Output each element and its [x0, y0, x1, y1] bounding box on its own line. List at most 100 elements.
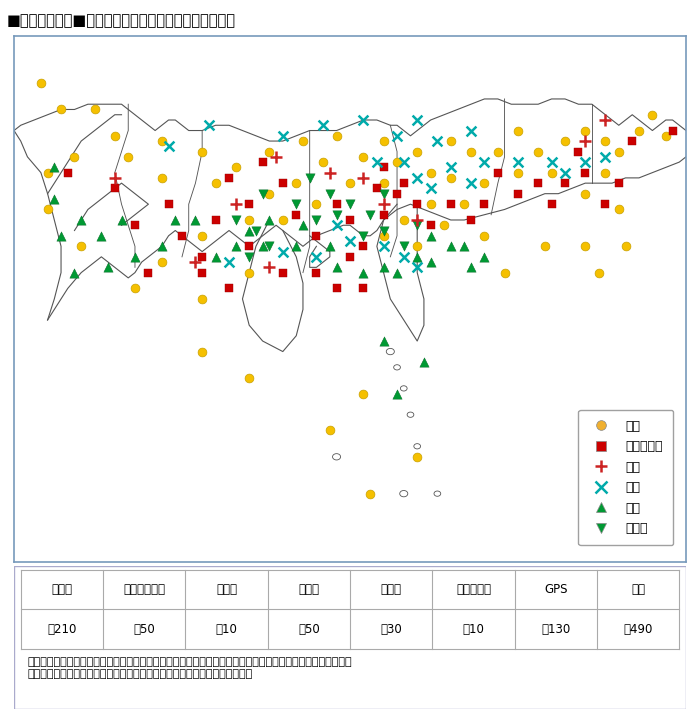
- Point: [311, 214, 322, 226]
- Point: [210, 178, 221, 189]
- Text: 約50: 約50: [133, 622, 155, 636]
- Point: [499, 267, 510, 279]
- Point: [264, 188, 275, 200]
- Point: [244, 225, 255, 236]
- Point: [378, 230, 389, 241]
- Point: [290, 241, 302, 252]
- Point: [176, 230, 188, 241]
- Point: [573, 146, 584, 158]
- Point: [230, 241, 241, 252]
- Point: [358, 241, 369, 252]
- Point: [244, 251, 255, 263]
- Point: [365, 488, 376, 499]
- Point: [412, 251, 423, 263]
- Point: [156, 135, 167, 147]
- Point: [264, 261, 275, 273]
- Text: 検潮計: 検潮計: [381, 583, 402, 596]
- Point: [358, 172, 369, 183]
- Point: [251, 225, 262, 236]
- Point: [378, 178, 389, 189]
- Point: [593, 267, 604, 279]
- Point: [69, 151, 80, 163]
- Point: [109, 172, 120, 183]
- Point: [580, 125, 591, 136]
- Point: [203, 120, 214, 131]
- Point: [324, 167, 335, 178]
- Point: [277, 178, 288, 189]
- Point: [378, 198, 389, 210]
- Point: [391, 188, 402, 200]
- Point: [425, 220, 436, 231]
- Point: [324, 241, 335, 252]
- Point: [277, 246, 288, 257]
- Point: [412, 146, 423, 158]
- Text: 地殻岩石歪計: 地殻岩石歪計: [123, 583, 165, 596]
- Point: [190, 214, 201, 226]
- Point: [613, 146, 624, 158]
- Point: [318, 156, 329, 168]
- Point: [378, 209, 389, 221]
- Point: [42, 204, 53, 216]
- Point: [156, 172, 167, 183]
- Text: 約130: 約130: [541, 622, 570, 636]
- Point: [156, 241, 167, 252]
- Point: [613, 204, 624, 216]
- Point: [600, 151, 611, 163]
- Point: [425, 230, 436, 241]
- Point: [412, 261, 423, 273]
- Point: [331, 209, 342, 221]
- Point: [425, 183, 436, 194]
- Point: [344, 198, 356, 210]
- Text: 地下水位計: 地下水位計: [456, 583, 491, 596]
- Point: [466, 178, 477, 189]
- Point: [512, 188, 524, 200]
- Point: [378, 335, 389, 347]
- Point: [492, 167, 503, 178]
- Point: [378, 162, 389, 173]
- Point: [580, 241, 591, 252]
- Point: [479, 198, 490, 210]
- Point: [230, 198, 241, 210]
- Point: [277, 267, 288, 279]
- Point: [257, 156, 268, 168]
- Text: （注）東海地域等で発生した地震の監視は，当該地域内だけでなく当該地域外に設置されている地震計も利用
　　しており，その数は地震の規模によって異なるため概数で示し: （注）東海地域等で発生した地震の監視は，当該地域内だけでなく当該地域外に設置され…: [27, 657, 352, 679]
- Legend: 地震, 地殻岩石歪, 伸縮, 傾斜, 検潮, 地下水: 地震, 地殻岩石歪, 伸縮, 傾斜, 検潮, 地下水: [578, 410, 673, 546]
- Point: [660, 130, 671, 142]
- Point: [600, 198, 611, 210]
- Text: 傾斜計: 傾斜計: [298, 583, 319, 596]
- Point: [620, 241, 631, 252]
- Point: [264, 214, 275, 226]
- Point: [412, 172, 423, 183]
- Point: [55, 104, 66, 115]
- Point: [344, 236, 356, 247]
- Point: [425, 167, 436, 178]
- Point: [163, 198, 174, 210]
- Point: [559, 178, 570, 189]
- Point: [580, 156, 591, 168]
- Point: [122, 151, 134, 163]
- Point: [223, 256, 235, 268]
- Point: [365, 209, 376, 221]
- Point: [667, 125, 678, 136]
- Point: [398, 241, 409, 252]
- Point: [35, 77, 46, 89]
- Point: [130, 251, 141, 263]
- Point: [42, 167, 53, 178]
- Point: [391, 130, 402, 142]
- Point: [230, 214, 241, 226]
- Point: [580, 188, 591, 200]
- Point: [419, 357, 430, 368]
- Point: [425, 198, 436, 210]
- Point: [358, 283, 369, 294]
- Point: [546, 156, 557, 168]
- Point: [600, 115, 611, 126]
- Point: [102, 261, 113, 273]
- Point: [197, 146, 208, 158]
- Point: [244, 372, 255, 384]
- Point: [458, 198, 470, 210]
- Point: [398, 214, 409, 226]
- Point: [492, 146, 503, 158]
- Point: [290, 198, 302, 210]
- Point: [116, 214, 127, 226]
- Point: [197, 230, 208, 241]
